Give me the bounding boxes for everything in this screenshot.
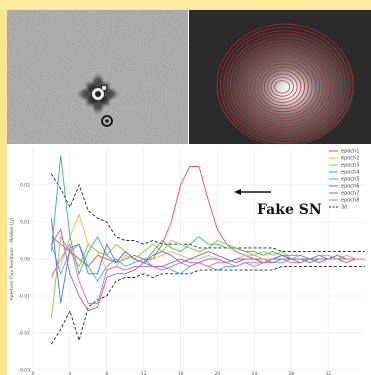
y-tick-label: -0.01 <box>18 294 30 300</box>
x-tick-label: 8 <box>105 371 108 375</box>
x-tick-label: 32 <box>325 371 331 375</box>
contour-ring <box>267 73 298 100</box>
contour-ring <box>253 60 313 113</box>
legend-label: epoch3 <box>341 163 359 169</box>
legend: epoch1epoch2epoch3epoch4epoch5epoch6epoc… <box>329 149 359 211</box>
sigma-lower-line <box>51 265 365 345</box>
y-axis-label: Aperture Flux Residuals - Median (Jy) <box>9 217 15 300</box>
series-line-epoch4 <box>50 155 365 276</box>
contour-ring <box>257 63 309 110</box>
fake-sn-marker <box>101 115 113 127</box>
x-tick-label: 16 <box>178 371 184 375</box>
contour-ring <box>247 53 320 119</box>
header-band <box>0 0 371 9</box>
legend-label: epoch5 <box>341 177 359 183</box>
annotation: Fake SN <box>234 189 322 218</box>
x-tick-label: 20 <box>215 371 221 375</box>
contour-ring <box>274 80 291 94</box>
annotation-arrow-head <box>234 189 241 195</box>
residual-plot: -0.03 -0.02 -0.01 0.00 0.01 0.02 0 4 8 12 16 20 24 28… <box>7 144 371 375</box>
contour-ring <box>240 46 328 125</box>
y-tick-label: -0.03 <box>18 368 30 374</box>
x-tick-label: 12 <box>141 371 147 375</box>
legend-label: epoch1 <box>341 149 359 155</box>
sigma-band <box>51 173 365 345</box>
contour-ring <box>226 33 343 138</box>
contour-ring <box>243 50 324 122</box>
contour-ring <box>216 23 354 144</box>
legend-label: epoch8 <box>341 198 359 204</box>
contour-ring <box>264 70 302 103</box>
contour-lines <box>216 23 354 144</box>
legend-label: epoch4 <box>341 170 359 176</box>
contour-galaxy-image <box>189 10 371 144</box>
contour-ring <box>250 56 317 116</box>
series-line-epoch8 <box>50 243 365 304</box>
axes: -0.03 -0.02 -0.01 0.00 0.01 0.02 0 4 8 12 16 20 24 28… <box>9 183 331 375</box>
residual-blob <box>76 72 120 116</box>
contour-ring <box>236 43 332 128</box>
y-tick-label: -0.02 <box>18 331 30 337</box>
series-line-epoch6 <box>50 218 365 304</box>
legend-label: epoch2 <box>341 156 359 162</box>
y-tick-label: 0.00 <box>20 257 30 263</box>
contour-galaxy-svg <box>189 10 371 144</box>
annotation-text: Fake SN <box>257 202 322 218</box>
contour-ring <box>230 36 339 134</box>
residual-cutout-svg <box>7 10 188 144</box>
y-tick-label: 0.02 <box>20 183 30 189</box>
x-tick-label: 4 <box>68 371 71 375</box>
residual-cutout-image <box>7 10 188 144</box>
x-tick-label: 0 <box>32 371 35 375</box>
contour-ring <box>223 30 346 141</box>
contour-ring <box>270 76 294 97</box>
legend-label: epoch6 <box>341 184 359 190</box>
series-line-epoch7 <box>51 228 365 312</box>
x-tick-label: 28 <box>288 371 294 375</box>
legend-label: epoch7 <box>341 191 359 197</box>
y-tick-label: 0.01 <box>20 220 30 226</box>
series-lines <box>50 155 365 319</box>
x-tick-label: 24 <box>251 371 257 375</box>
contour-ring <box>220 26 350 144</box>
contour-ring <box>233 40 335 131</box>
plot-svg: -0.03 -0.02 -0.01 0.00 0.01 0.02 0 4 8 12 16 20 24 28… <box>9 148 365 375</box>
contour-ring <box>260 66 305 106</box>
legend-label: 3σ <box>341 205 348 211</box>
